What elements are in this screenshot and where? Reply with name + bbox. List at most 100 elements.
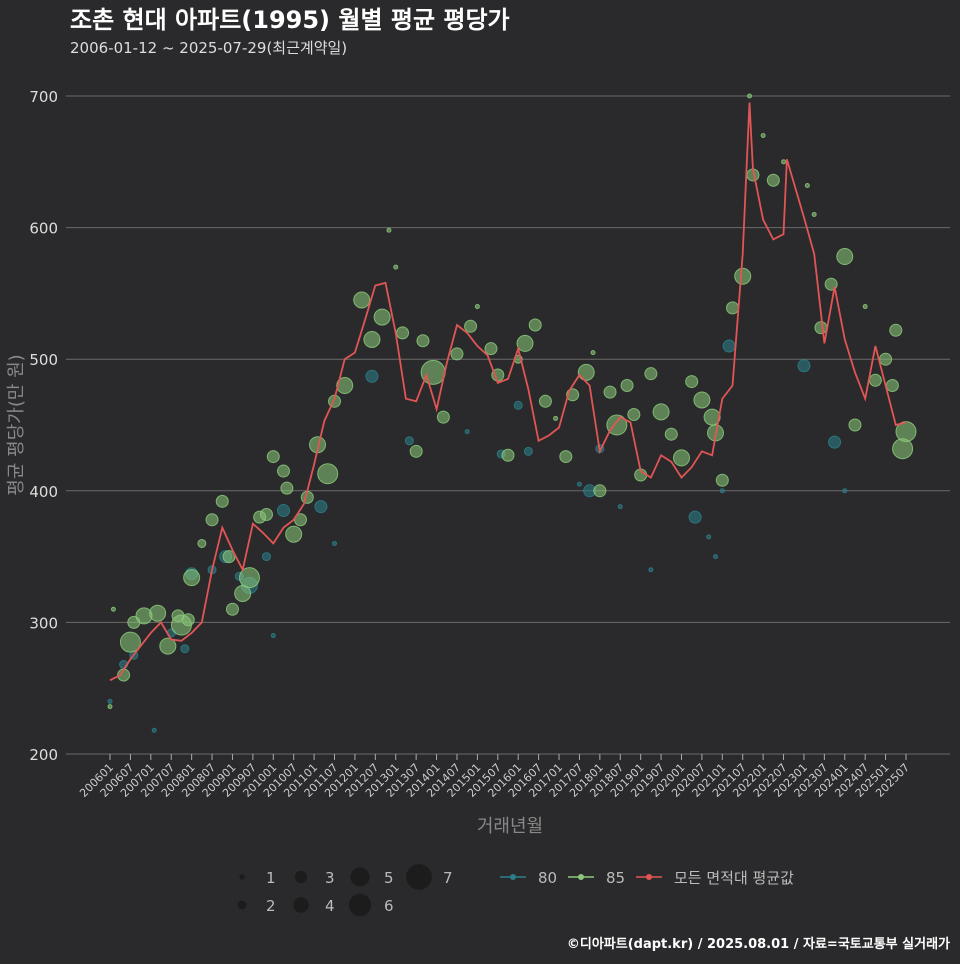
point-85: [590, 350, 596, 356]
point-80: [722, 339, 736, 353]
point-85: [672, 449, 690, 467]
point-85: [766, 173, 780, 187]
point-85: [879, 352, 893, 366]
point-85: [885, 379, 899, 393]
point-85: [276, 464, 290, 478]
point-85: [895, 421, 917, 443]
legend-size-dot: [350, 867, 370, 887]
point-85: [603, 385, 617, 399]
point-80: [617, 504, 623, 510]
y-tick-label: 500: [29, 351, 58, 369]
legend-marker-2: [646, 874, 652, 880]
point-85: [396, 326, 410, 340]
point-85: [538, 394, 552, 408]
legend-size-label: 7: [443, 869, 453, 887]
point-85: [892, 438, 914, 460]
legend-marker-1: [578, 874, 584, 880]
legend-series-label: 80: [538, 869, 557, 887]
y-tick-label: 600: [29, 220, 58, 238]
point-85: [409, 444, 423, 458]
point-80: [797, 359, 811, 373]
point-85: [225, 602, 239, 616]
point-85: [464, 319, 478, 333]
point-85: [119, 631, 141, 653]
series-line-average: [109, 102, 907, 682]
grid: [66, 95, 950, 755]
point-85: [484, 342, 498, 356]
point-80: [828, 435, 842, 449]
point-85: [836, 248, 854, 266]
legend-marker-0: [510, 874, 516, 880]
point-85: [804, 182, 810, 188]
point-80: [706, 534, 712, 540]
point-80: [523, 446, 533, 456]
point-85: [238, 567, 260, 589]
chart-subtitle: 2006-01-12 ~ 2025-07-29(최근계약일): [70, 39, 347, 57]
y-tick-label: 400: [29, 483, 58, 501]
point-85: [553, 415, 559, 421]
legend-series-label: 85: [606, 869, 625, 887]
axes: 2003004005006007002006012006072007012007…: [29, 88, 912, 800]
point-85: [474, 304, 480, 310]
legend-size-label: 1: [266, 869, 276, 887]
point-85: [501, 448, 515, 462]
point-85: [393, 264, 399, 270]
point-85: [353, 291, 371, 309]
legend-size-label: 2: [266, 897, 276, 915]
point-85: [620, 379, 634, 393]
point-85: [726, 301, 740, 315]
point-85: [528, 318, 542, 332]
point-80: [513, 400, 523, 410]
point-85: [436, 410, 450, 424]
point-80: [713, 554, 719, 560]
point-80: [270, 633, 276, 639]
legend: 1 3 5 7 2 4 6 80 85 모든 면적대 평균값: [237, 864, 794, 917]
footer-credit: ©디아파트(dapt.kr) / 2025.08.01 / 자료=국토교통부 실…: [567, 936, 950, 952]
point-85: [889, 323, 903, 337]
point-85: [336, 377, 354, 395]
point-80: [332, 540, 338, 546]
y-tick-label: 200: [29, 746, 58, 764]
legend-size-dot: [348, 893, 372, 917]
point-85: [215, 494, 229, 508]
point-85: [386, 227, 392, 233]
legend-size-label: 5: [384, 869, 394, 887]
point-80: [261, 552, 271, 562]
legend-size-dot: [294, 870, 308, 884]
point-85: [664, 427, 678, 441]
point-85: [577, 363, 595, 381]
point-85: [644, 367, 658, 381]
y-tick-label: 300: [29, 614, 58, 632]
point-85: [205, 513, 219, 527]
point-85: [416, 334, 430, 348]
point-85: [814, 321, 828, 335]
point-85: [259, 507, 273, 521]
point-85: [197, 538, 207, 548]
point-80: [842, 488, 848, 494]
point-85: [703, 408, 721, 426]
point-80: [151, 727, 157, 733]
point-85: [862, 304, 868, 310]
point-85: [760, 132, 766, 138]
point-85: [363, 330, 381, 348]
legend-size-dot: [237, 900, 247, 910]
point-80: [314, 500, 328, 514]
point-85: [685, 375, 699, 389]
point-85: [285, 525, 303, 543]
legend-size-label: 3: [325, 869, 335, 887]
x-axis-label: 거래년월: [477, 816, 543, 837]
point-80: [688, 510, 702, 524]
point-85: [559, 450, 573, 464]
chart-title: 조촌 현대 아파트(1995) 월별 평균 평당가: [70, 6, 510, 34]
point-85: [734, 267, 752, 285]
point-80: [276, 504, 290, 518]
point-85: [159, 637, 177, 655]
point-85: [606, 414, 628, 436]
point-85: [715, 473, 729, 487]
point-85: [652, 403, 670, 421]
y-tick-label: 700: [29, 88, 58, 106]
legend-series-label: 모든 면적대 평균값: [674, 869, 794, 887]
y-axis-label: 평균 평당가(만 원): [6, 354, 27, 495]
